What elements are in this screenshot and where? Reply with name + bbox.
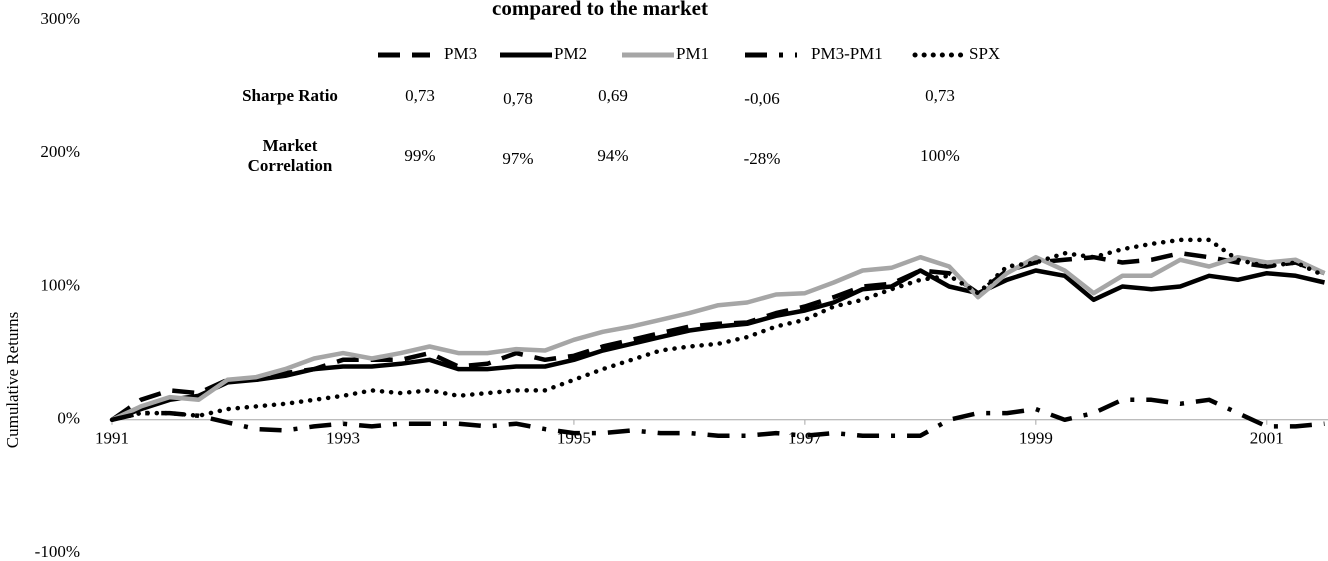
y-tick-label: 300% [40,9,80,28]
stats-row-label: Market [263,136,318,155]
series-line [110,250,1326,422]
x-tick-label: 1999 [1019,429,1053,448]
series-line [109,237,1327,423]
stats-value: 0,78 [503,89,533,108]
stats-value: 0,73 [405,86,435,105]
x-tick-label: 2001 [1250,429,1284,448]
series-line [111,268,1326,422]
stats-value: 97% [502,149,533,168]
stats-row-label: Sharpe Ratio [242,86,338,105]
stats-value: 0,73 [925,86,955,105]
y-tick-label: -100% [35,542,80,561]
stats-value: 100% [920,146,960,165]
y-tick-label: 100% [40,275,80,294]
legend-label: PM1 [676,44,709,63]
stats-value: 99% [404,146,435,165]
stats-value: 0,69 [598,86,628,105]
stats-value: -0,06 [744,89,779,108]
stats-row-label: Correlation [248,156,333,175]
x-tick-label: 1997 [788,429,823,448]
x-tick-label: 1991 [95,429,129,448]
legend-label: PM2 [554,44,587,63]
legend-label: PM3-PM1 [811,44,883,63]
stats-value: 94% [597,146,628,165]
series-line [111,397,1325,438]
stats-value: -28% [744,149,781,168]
chart-title: compared to the market [492,0,708,20]
y-tick-label: 0% [57,409,80,428]
series-line [111,254,1326,422]
x-tick-label: 1993 [326,429,360,448]
y-axis-label: Cumulative Returns [3,312,22,448]
legend-label: SPX [969,44,1000,63]
y-tick-label: 200% [40,142,80,161]
legend-label: PM3 [444,44,477,63]
